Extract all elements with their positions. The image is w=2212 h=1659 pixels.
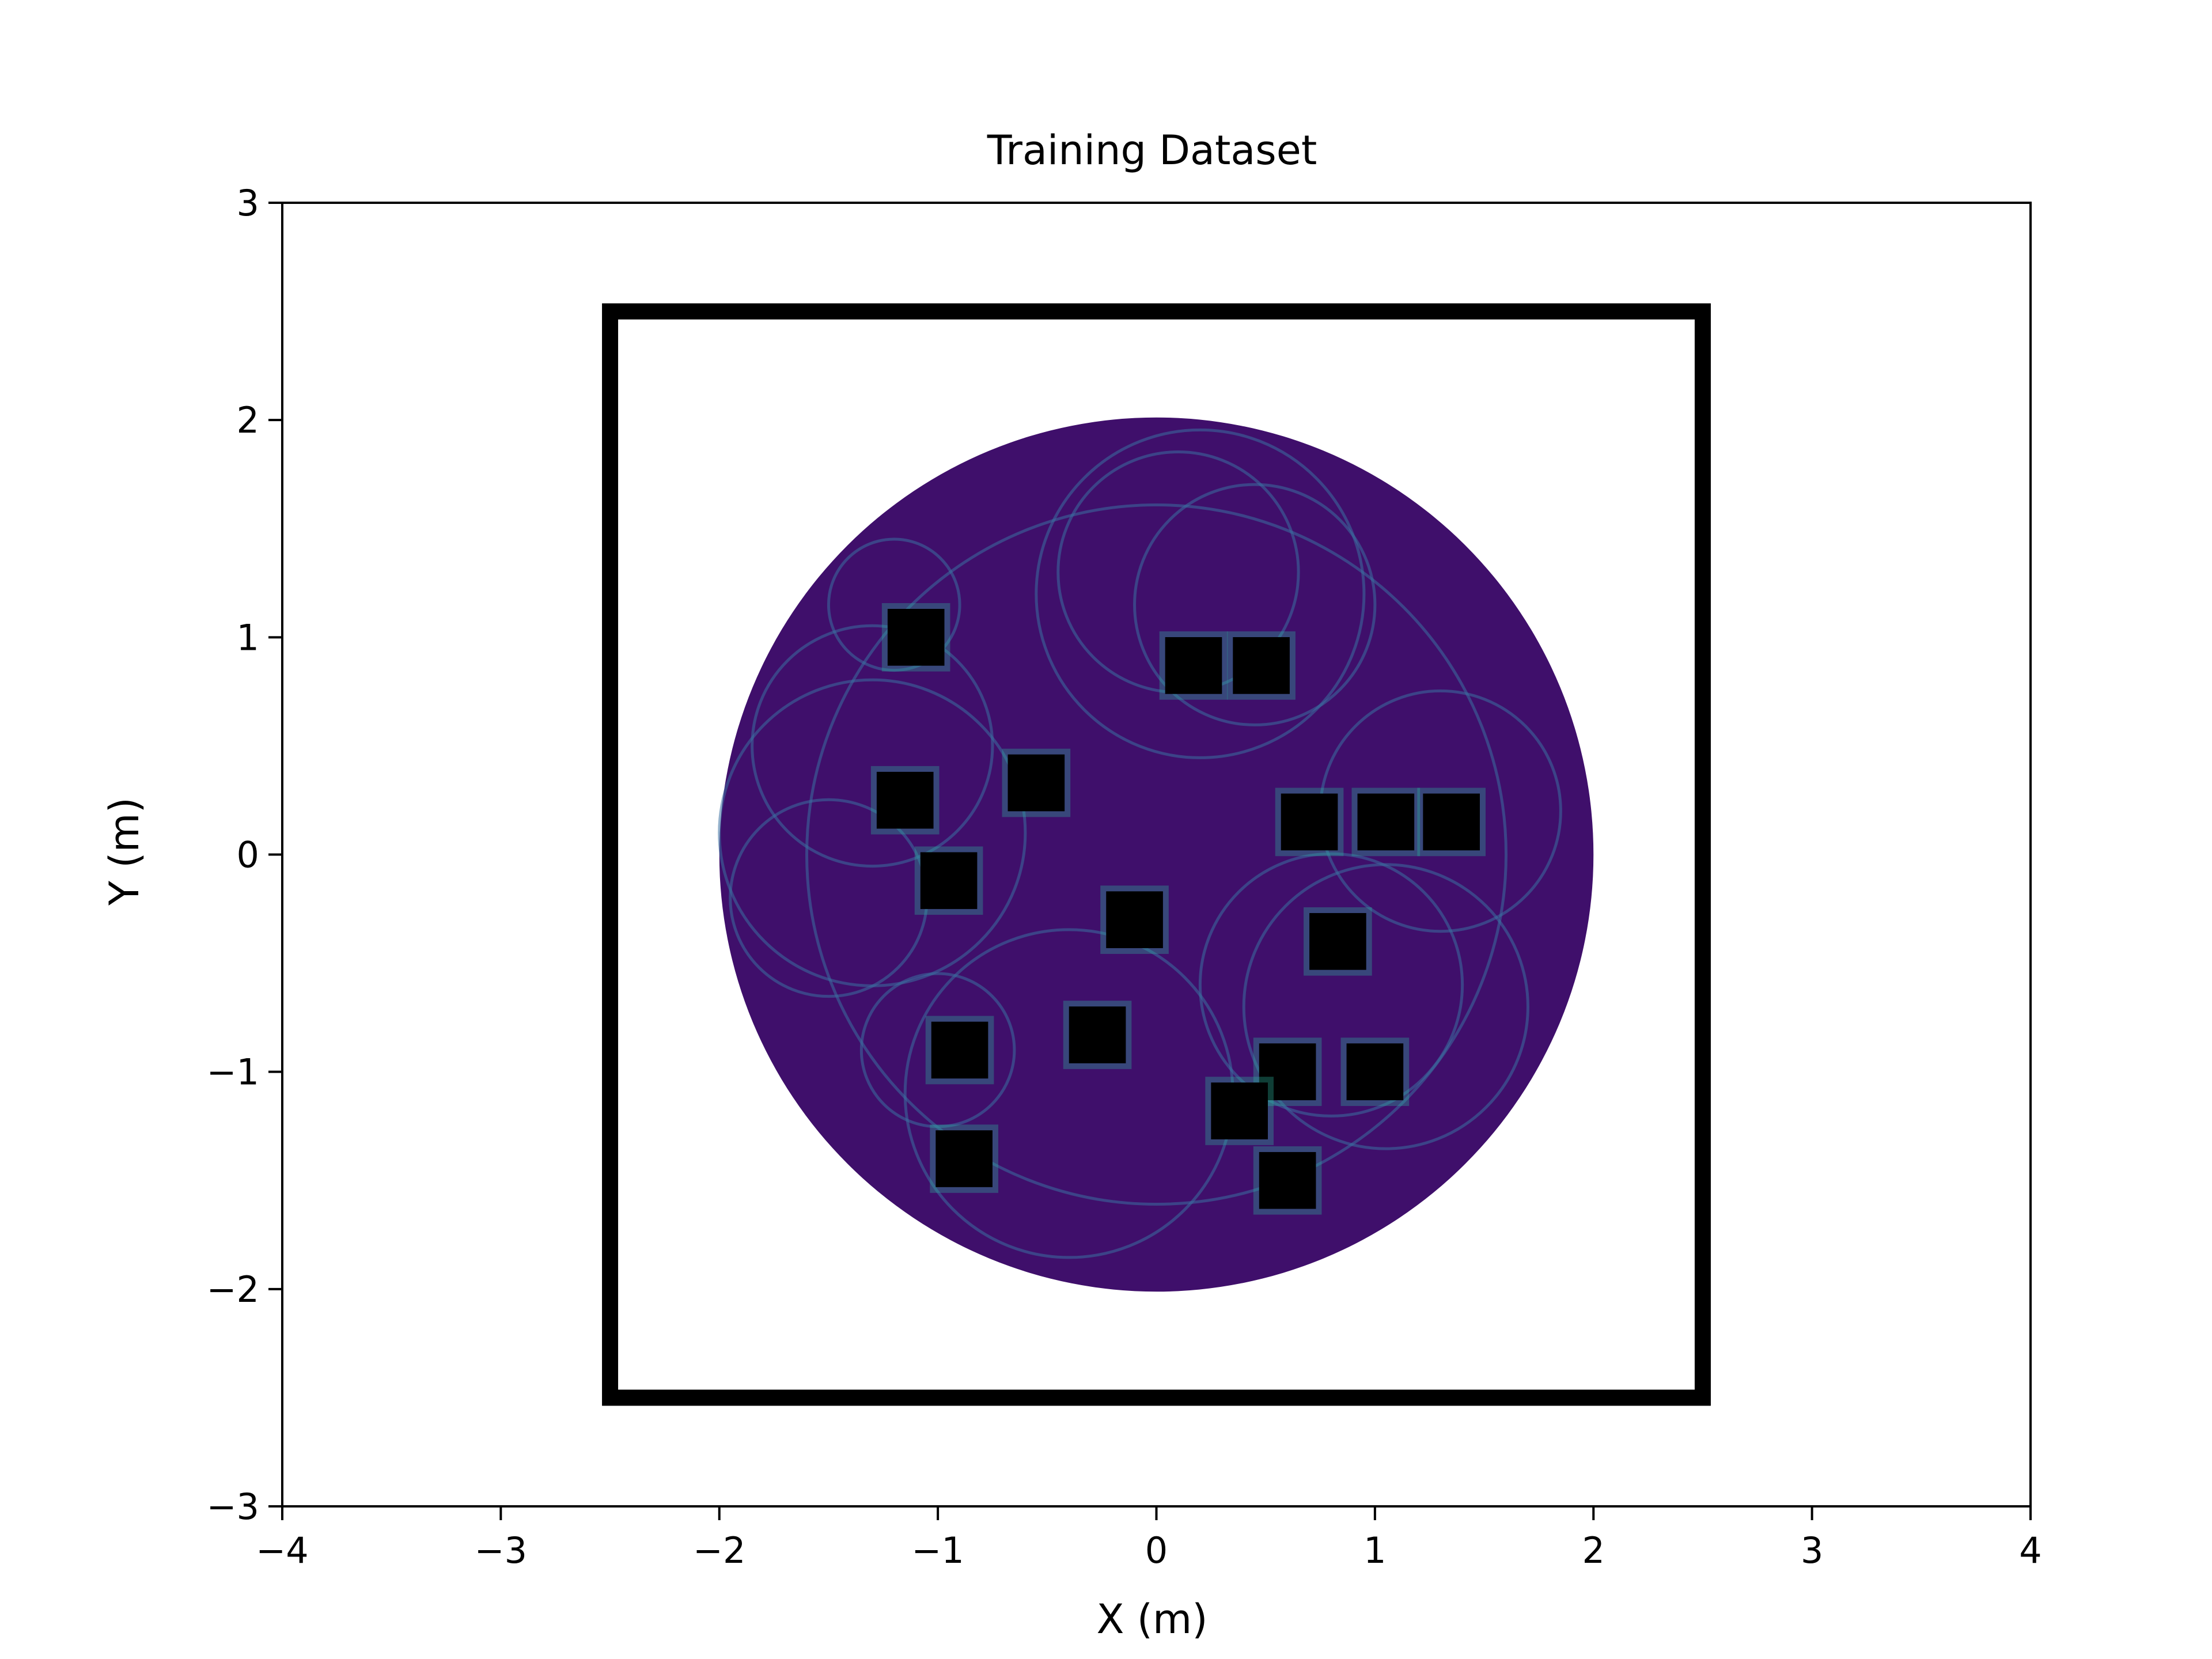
trajectory-loop-3	[751, 624, 994, 868]
obstacle-10	[1309, 913, 1366, 970]
x-tick-label-5: 1	[1363, 1529, 1386, 1571]
x-tick-label-0: −4	[256, 1529, 308, 1571]
obstacle-13	[1259, 1043, 1316, 1100]
x-tick-label-1: −3	[475, 1529, 527, 1571]
trajectory-loop-0	[1035, 428, 1366, 759]
obstacle-14	[1346, 1043, 1404, 1100]
y-tick-label-5: 2	[237, 399, 259, 441]
trajectory-loop-12	[805, 503, 1508, 1206]
obstacle-9	[1106, 891, 1163, 948]
y-tick-label-6: 3	[237, 182, 259, 224]
obstacle-2	[1233, 637, 1290, 694]
x-tick-label-7: 3	[1801, 1529, 1823, 1571]
x-tick-label-2: −2	[693, 1529, 745, 1571]
y-tick-label-2: −1	[207, 1051, 259, 1093]
x-tick-label-8: 4	[2019, 1529, 2041, 1571]
obstacles	[870, 603, 1486, 1215]
plot-area	[602, 303, 1711, 1406]
obstacle-12	[1069, 1006, 1126, 1063]
trajectory-loop-9	[1242, 863, 1529, 1150]
x-axis-label: X (m)	[1096, 1596, 1207, 1643]
y-tick-label-4: 1	[237, 616, 259, 658]
trajectory-loop-1	[1133, 483, 1377, 726]
obstacle-1	[1165, 637, 1222, 694]
obstacle-8	[920, 852, 978, 910]
boundary-rect	[602, 303, 1711, 1406]
x-tick-label-3: −1	[911, 1529, 964, 1571]
boundary-wall	[602, 303, 1711, 1406]
obstacle-4	[1007, 754, 1065, 812]
x-tick-label-6: 2	[1582, 1529, 1605, 1571]
trajectory-loop-7	[1198, 852, 1464, 1118]
chart-title: Training Dataset	[987, 127, 1317, 174]
y-tick-label-0: −3	[207, 1486, 259, 1528]
y-axis-ticks: −3 −2 −1 0 1 2 3	[207, 182, 282, 1528]
obstacle-3	[876, 771, 934, 829]
y-tick-label-1: −2	[207, 1268, 259, 1310]
x-tick-label-4: 0	[1145, 1529, 1168, 1571]
obstacle-16	[935, 1130, 993, 1187]
obstacle-17	[1259, 1152, 1316, 1209]
obstacle-0	[887, 609, 945, 666]
x-axis-ticks: −4 −3 −2 −1 0 1 2 3 4	[256, 1506, 2042, 1571]
trajectory-loop-11	[827, 537, 961, 672]
obstacle-15	[1211, 1082, 1268, 1139]
obstacle-6	[1357, 793, 1415, 851]
obstacle-5	[1281, 793, 1338, 851]
y-tick-label-3: 0	[237, 834, 259, 876]
obstacle-7	[1423, 793, 1480, 851]
obstacle-11	[931, 1021, 988, 1079]
y-axis-label: Y (m)	[101, 797, 148, 906]
